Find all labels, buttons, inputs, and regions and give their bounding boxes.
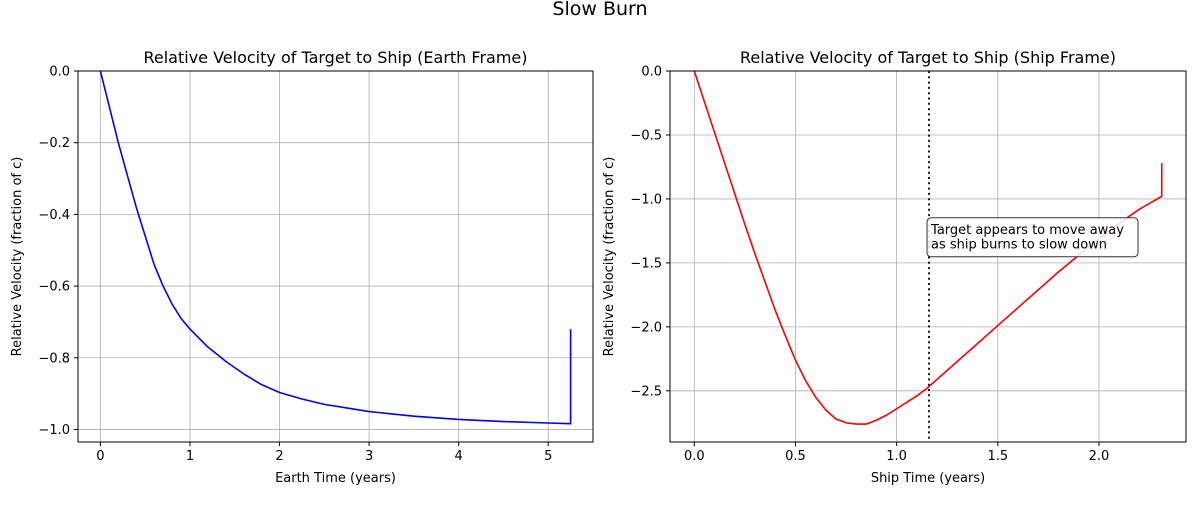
y-tick-label: −2.0 bbox=[630, 320, 662, 335]
x-tick-label: 0 bbox=[96, 449, 104, 464]
x-tick-label: 0.0 bbox=[684, 449, 705, 464]
y-tick-label: −1.0 bbox=[38, 423, 70, 438]
chart-title: Relative Velocity of Target to Ship (Ear… bbox=[143, 48, 527, 67]
y-tick-label: 0.0 bbox=[641, 65, 662, 80]
x-tick-label: 1.5 bbox=[987, 449, 1008, 464]
x-tick-label: 4 bbox=[455, 449, 463, 464]
series-line-0 bbox=[693, 71, 1163, 425]
y-tick-label: −0.5 bbox=[630, 128, 662, 143]
y-tick-label: −2.5 bbox=[630, 384, 662, 399]
x-tick-label: 2 bbox=[275, 449, 283, 464]
annotation-box bbox=[926, 217, 1139, 258]
earth-frame-chart: 0 1 2 3 4 5 0.0 −0.2 −0.4 −0.6 −0.8 −1.0 Relative Ve… bbox=[10, 48, 594, 486]
x-tick-label: 0.5 bbox=[785, 449, 806, 464]
x-tick-label: 1.0 bbox=[886, 449, 907, 464]
x-tick-label: 1 bbox=[186, 449, 194, 464]
axes-frame bbox=[77, 70, 594, 443]
x-tick-label: 5 bbox=[544, 449, 552, 464]
series-line-0 bbox=[99, 71, 572, 425]
axes-frame bbox=[669, 70, 1187, 443]
y-tick-label: −1.5 bbox=[630, 256, 662, 271]
x-tick-label: 2.0 bbox=[1089, 449, 1110, 464]
y-tick-label: 0.0 bbox=[49, 65, 70, 80]
annotation-text-line: as ship burns to slow down bbox=[931, 237, 1107, 252]
annotation-text-line: Target appears to move away bbox=[930, 223, 1124, 238]
chart-title: Relative Velocity of Target to Ship (Shi… bbox=[740, 48, 1116, 67]
x-tick-label: 3 bbox=[365, 449, 373, 464]
y-tick-label: −1.0 bbox=[630, 192, 662, 207]
y-tick-label: −0.8 bbox=[38, 351, 70, 366]
x-axis-label: Earth Time (years) bbox=[275, 471, 396, 486]
y-tick-label: −0.4 bbox=[38, 208, 70, 223]
x-axis-label: Ship Time (years) bbox=[871, 471, 985, 486]
figure-title: Slow Burn bbox=[552, 0, 647, 20]
y-axis-label: Relative Velocity (fraction of c) bbox=[602, 157, 617, 357]
y-tick-label: −0.6 bbox=[38, 280, 70, 295]
y-axis-label: Relative Velocity (fraction of c) bbox=[10, 157, 25, 357]
y-tick-label: −0.2 bbox=[38, 136, 70, 151]
